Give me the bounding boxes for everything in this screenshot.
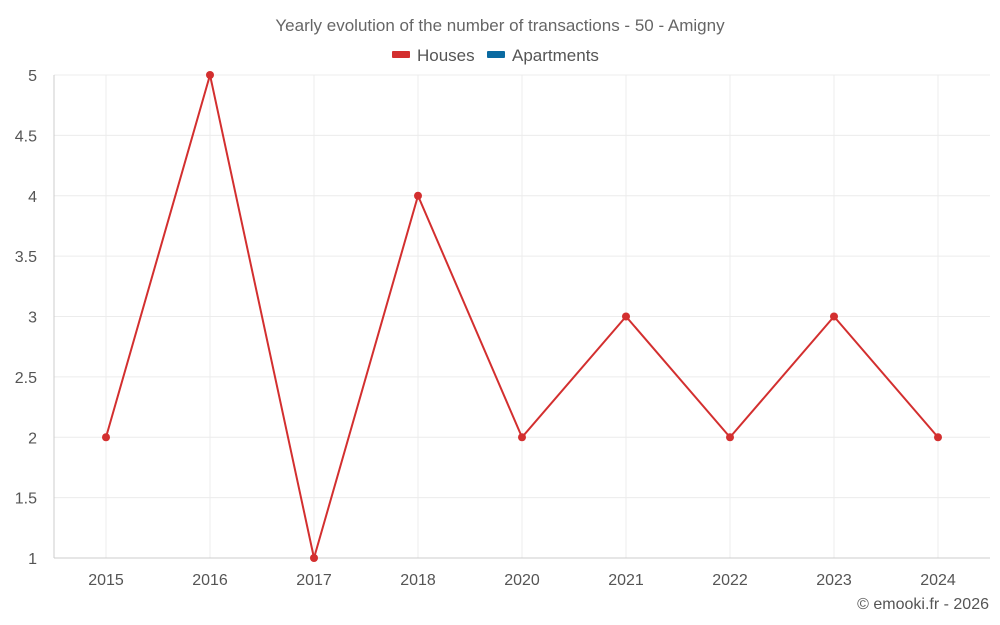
legend-label-houses: Houses [417, 46, 475, 65]
y-axis-ticks: 1 1.5 2 2.5 3 3.5 4 4.5 5 [15, 68, 37, 568]
y-tick-label: 4.5 [15, 128, 37, 145]
x-tick-label: 2024 [920, 572, 956, 589]
data-point-houses[interactable] [310, 554, 318, 562]
data-point-houses[interactable] [414, 191, 422, 200]
legend-label-apartments: Apartments [512, 46, 599, 65]
x-tick-label: 2015 [88, 572, 124, 589]
legend: Houses Apartments [392, 46, 599, 65]
data-point-houses[interactable] [726, 433, 734, 442]
x-tick-label: 2022 [712, 572, 748, 589]
data-point-houses[interactable] [622, 312, 630, 321]
data-point-houses[interactable] [830, 312, 838, 321]
y-tick-label: 1.5 [15, 491, 37, 508]
data-point-houses[interactable] [102, 433, 110, 442]
grid [53, 74, 990, 559]
x-tick-label: 2021 [608, 572, 644, 589]
y-tick-label: 5 [28, 68, 37, 85]
x-tick-label: 2018 [400, 572, 436, 589]
data-point-houses[interactable] [934, 433, 942, 442]
legend-swatch-houses [392, 51, 410, 58]
legend-swatch-apartments [487, 51, 505, 58]
y-tick-label: 4 [28, 189, 37, 206]
chart-title: Yearly evolution of the number of transa… [275, 16, 725, 35]
series-layer [102, 71, 942, 562]
x-tick-label: 2017 [296, 572, 332, 589]
x-axis-ticks: 2015 2016 2017 2018 2020 2021 2022 2023 2024 [88, 572, 956, 589]
credit-text: © emooki.fr - 2026 [857, 596, 989, 613]
y-tick-label: 3.5 [15, 249, 37, 266]
legend-item-apartments[interactable]: Apartments [487, 46, 599, 65]
legend-item-houses[interactable]: Houses [392, 46, 475, 65]
y-tick-label: 2 [28, 430, 37, 447]
data-point-houses[interactable] [206, 71, 214, 79]
data-point-houses[interactable] [518, 433, 526, 442]
y-tick-label: 2.5 [15, 370, 37, 387]
x-tick-label: 2023 [816, 572, 852, 589]
y-tick-label: 1 [28, 551, 37, 568]
y-tick-label: 3 [28, 310, 37, 327]
x-tick-label: 2016 [192, 572, 228, 589]
x-tick-label: 2020 [504, 572, 540, 589]
